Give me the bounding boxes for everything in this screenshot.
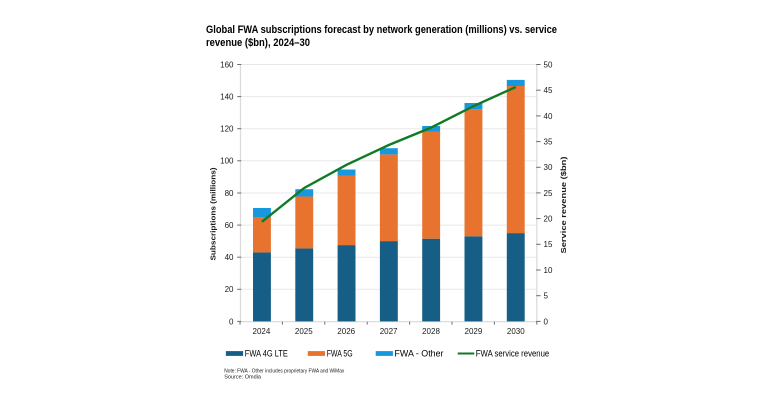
svg-text:10: 10 (544, 266, 553, 275)
svg-text:40: 40 (544, 112, 553, 121)
svg-text:50: 50 (544, 60, 553, 69)
svg-text:35: 35 (544, 138, 553, 147)
svg-text:5: 5 (544, 292, 549, 301)
svg-text:20: 20 (544, 215, 553, 224)
svg-text:2027: 2027 (380, 327, 398, 336)
svg-text:FWA service revenue: FWA service revenue (476, 349, 549, 359)
svg-text:0: 0 (229, 317, 234, 326)
svg-text:30: 30 (544, 163, 553, 172)
svg-text:40: 40 (225, 253, 234, 262)
svg-text:20: 20 (225, 285, 234, 294)
svg-text:2029: 2029 (465, 327, 483, 336)
svg-text:15: 15 (544, 240, 553, 249)
svg-text:2030: 2030 (507, 327, 525, 336)
svg-text:Global FWA subscriptions forec: Global FWA subscriptions forecast by net… (206, 24, 557, 36)
svg-text:revenue ($bn), 2024–30: revenue ($bn), 2024–30 (206, 37, 310, 49)
svg-text:2025: 2025 (295, 327, 313, 336)
svg-text:Note: FWA - Other includes pro: Note: FWA - Other includes proprietary F… (224, 368, 344, 374)
svg-text:160: 160 (220, 60, 234, 69)
svg-text:45: 45 (544, 86, 553, 95)
svg-text:0: 0 (544, 317, 549, 326)
svg-text:FWA 4G LTE: FWA 4G LTE (245, 349, 288, 359)
svg-text:80: 80 (225, 189, 234, 198)
svg-text:140: 140 (220, 93, 234, 102)
svg-text:120: 120 (220, 125, 234, 134)
svg-text:Subscriptions (millions): Subscriptions (millions) (211, 168, 218, 261)
svg-text:FWA - Other: FWA - Other (395, 349, 444, 359)
svg-text:Source: Omdia: Source: Omdia (224, 374, 262, 380)
svg-text:100: 100 (220, 157, 234, 166)
svg-text:60: 60 (225, 221, 234, 230)
svg-text:Service revenue ($bn): Service revenue ($bn) (561, 157, 568, 254)
svg-text:2026: 2026 (337, 327, 355, 336)
svg-text:2024: 2024 (253, 327, 271, 336)
svg-text:FWA 5G: FWA 5G (327, 349, 353, 359)
svg-text:25: 25 (544, 189, 553, 198)
svg-text:2028: 2028 (422, 327, 440, 336)
